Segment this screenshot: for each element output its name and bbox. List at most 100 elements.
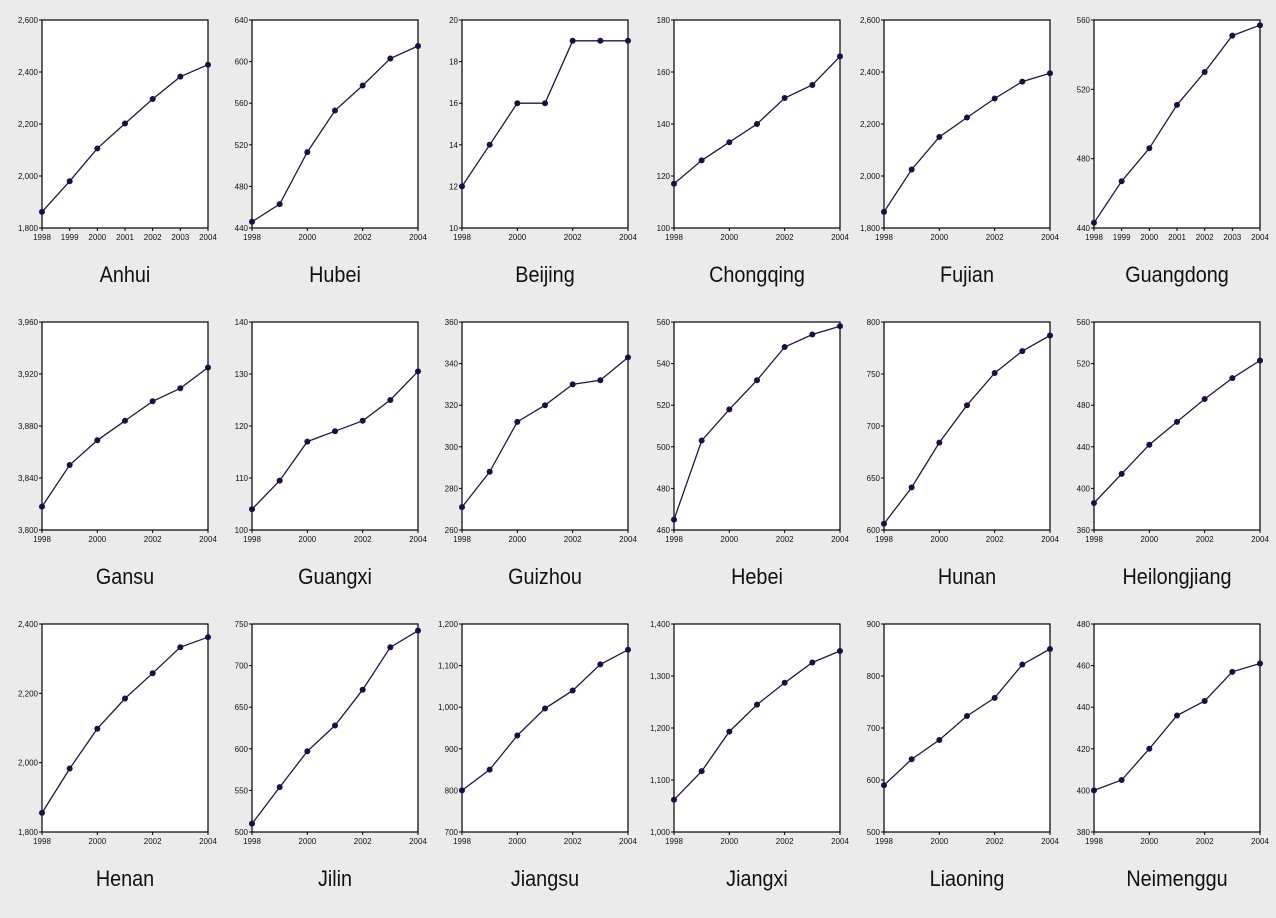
data-point [1146,441,1153,448]
data-point [359,686,366,693]
data-point [66,462,73,468]
data-point [514,732,521,739]
x-tick-label: 2000 [1140,233,1158,242]
x-tick-label: 2000 [720,233,738,242]
data-point [387,397,394,403]
data-point [177,385,184,392]
x-tick-label: 2002 [776,233,794,242]
chart-panel: 260 280 300 320 340 360 1998 2000 2002 2004 Guizho… [422,316,638,616]
y-tick-label: 320 [445,401,459,410]
data-point [39,809,45,816]
x-tick-label: 2002 [144,233,162,242]
data-point [1201,395,1208,402]
x-tick-label: 2002 [354,535,372,544]
chart-panel: 500 600 700 800 900 1998 2000 2002 2004 Liaoning [844,618,1060,918]
y-tick-label: 360 [1077,526,1091,535]
data-point [809,82,816,88]
x-tick-label: 2004 [199,535,217,544]
data-point [597,661,604,668]
panel-title: Chongqing [709,262,805,287]
data-point [754,701,760,708]
panel-title: Beijing [515,262,575,287]
data-point [671,796,677,803]
y-tick-label: 1,000 [438,703,459,712]
data-point [1257,660,1263,667]
plot-frame [673,623,841,833]
data-point [1146,145,1153,152]
data-point [991,369,998,376]
plot-frame [673,321,841,531]
y-tick-label: 700 [867,422,881,431]
y-tick-label: 600 [235,745,249,754]
data-point [936,134,943,140]
x-tick-label: 2002 [1196,837,1214,846]
y-tick-label: 540 [657,360,671,369]
data-point [276,201,283,208]
x-tick-label: 2000 [88,837,106,846]
data-point [249,820,255,827]
y-tick-label: 300 [445,443,459,452]
data-point [964,114,970,121]
line-chart: 260 280 300 320 340 360 1998 2000 2002 2004 [445,318,638,544]
data-point [726,139,733,146]
x-tick-label: 2000 [88,233,106,242]
y-tick-label: 650 [867,474,881,483]
data-point [908,166,915,173]
y-tick-label: 520 [1077,360,1091,369]
data-point [881,208,887,215]
x-tick-label: 1998 [453,535,471,544]
x-tick-label: 1998 [665,233,683,242]
y-tick-label: 14 [449,141,458,150]
x-tick-label: 1998 [243,535,261,544]
y-tick-label: 520 [235,141,249,150]
y-tick-label: 900 [445,745,459,754]
line-chart: 380 400 420 440 460 480 1998 2000 2002 2004 [1077,620,1270,846]
chart-panel: 1,800 2,000 2,200 2,400 1998 2000 2002 2004 Hena… [2,618,217,918]
panel-title: Neimenggu [1126,866,1228,891]
panel-title: Fujian [940,262,994,287]
data-point [1146,745,1153,752]
data-point [486,468,493,475]
y-tick-label: 520 [1077,85,1091,94]
data-point [94,145,101,152]
chart-panel: 3,800 3,840 3,880 3,920 3,960 1998 2000 2002 200… [2,316,217,616]
y-tick-label: 3,880 [18,422,39,431]
line-chart: 1,800 2,000 2,200 2,400 2,600 1998 2000 2002 200… [860,16,1059,242]
y-tick-label: 3,800 [18,526,39,535]
chart-panel: 1,800 2,000 2,200 2,400 2,600 1998 2000 2002 200… [844,14,1059,314]
y-tick-label: 1,100 [438,662,459,671]
y-tick-label: 1,800 [860,224,881,233]
data-point [94,725,101,732]
data-point [908,484,915,491]
y-tick-label: 1,800 [18,224,39,233]
y-tick-label: 560 [235,99,249,108]
line-chart: 360 400 440 480 520 560 1998 2000 2002 2004 [1077,318,1270,544]
x-tick-label: 2004 [1041,233,1059,242]
x-tick-label: 1998 [33,535,51,544]
data-point [39,503,45,510]
y-tick-label: 1,300 [650,672,671,681]
line-chart: 600 650 700 750 800 1998 2000 2002 2004 [867,318,1060,544]
data-point [177,644,184,651]
y-tick-label: 550 [235,786,249,795]
data-point [1201,69,1208,75]
y-tick-label: 480 [1077,155,1091,164]
data-point [908,756,915,763]
x-tick-label: 2003 [171,233,189,242]
data-point [249,218,255,225]
plot-frame [461,623,629,833]
panel-title: Gansu [95,564,155,589]
x-tick-label: 2002 [564,837,582,846]
y-tick-label: 340 [445,360,459,369]
data-point [542,705,548,712]
x-tick-label: 2002 [354,233,372,242]
data-point [936,736,943,743]
line-chart: 1,800 2,000 2,200 2,400 1998 2000 2002 2004 [18,620,217,846]
chart-panel: 1,800 2,000 2,200 2,400 2,600 1998 1999 2000 200… [2,14,217,314]
y-tick-label: 800 [867,318,881,327]
y-tick-label: 100 [657,224,671,233]
y-tick-label: 110 [235,474,248,483]
y-tick-label: 20 [449,16,458,25]
y-tick-label: 480 [1077,401,1091,410]
chart-panel: 1,000 1,100 1,200 1,300 1,400 1998 2000 2002 200… [634,618,849,918]
